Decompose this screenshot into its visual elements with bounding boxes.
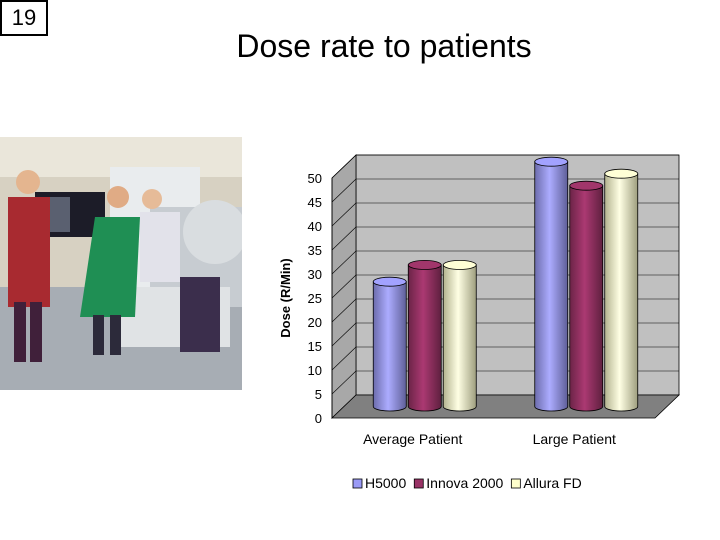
bar-top xyxy=(569,180,604,191)
legend-swatch xyxy=(413,478,424,489)
x-category-label: Average Patient xyxy=(363,431,462,447)
gridline-side xyxy=(331,346,357,371)
y-tick-label: 15 xyxy=(308,339,322,354)
slide-title: Dose rate to patients xyxy=(236,28,532,64)
photo-icon xyxy=(0,137,242,390)
bar-top xyxy=(442,259,477,270)
slide-number: 19 xyxy=(0,0,48,36)
gridline-side xyxy=(331,154,357,179)
clinical-photo xyxy=(0,137,242,390)
y-tick-label: 25 xyxy=(308,291,322,306)
gridline-side xyxy=(331,226,357,251)
y-tick-label: 30 xyxy=(308,267,322,282)
gridline-side xyxy=(331,202,357,227)
x-category-label: Large Patient xyxy=(533,431,616,447)
y-tick-label: 50 xyxy=(308,171,322,186)
gridline-side xyxy=(331,250,357,275)
legend-label: H5000 xyxy=(365,475,406,491)
y-tick-label: 20 xyxy=(308,315,322,330)
bar-innova-2000-2 xyxy=(569,185,604,412)
bar-allura-fd-1 xyxy=(442,264,477,412)
legend-swatch xyxy=(510,478,521,489)
y-tick-label: 35 xyxy=(308,243,322,258)
bar-top xyxy=(534,156,569,167)
bar-top xyxy=(372,276,407,287)
y-tick-label: 10 xyxy=(308,363,322,378)
gridline-side xyxy=(331,298,357,323)
bar-innova-2000-1 xyxy=(407,264,442,412)
y-axis-label: Dose (R/Min) xyxy=(278,258,293,337)
legend-label: Innova 2000 xyxy=(426,475,503,491)
y-tick-label: 0 xyxy=(315,411,322,426)
bar-allura-fd-2 xyxy=(604,173,639,412)
bar-h5000-1 xyxy=(372,281,407,412)
bar-h5000-2 xyxy=(534,161,569,412)
gridline-side xyxy=(331,178,357,203)
bar-top xyxy=(604,168,639,179)
legend-label: Allura FD xyxy=(523,475,581,491)
legend-swatch xyxy=(352,478,363,489)
y-tick-label: 5 xyxy=(315,387,322,402)
y-tick-label: 45 xyxy=(308,195,322,210)
y-tick-label: 40 xyxy=(308,219,322,234)
gridline-side xyxy=(331,370,357,395)
gridline-side xyxy=(331,322,357,347)
bar-top xyxy=(407,259,442,270)
gridline-side xyxy=(331,274,357,299)
